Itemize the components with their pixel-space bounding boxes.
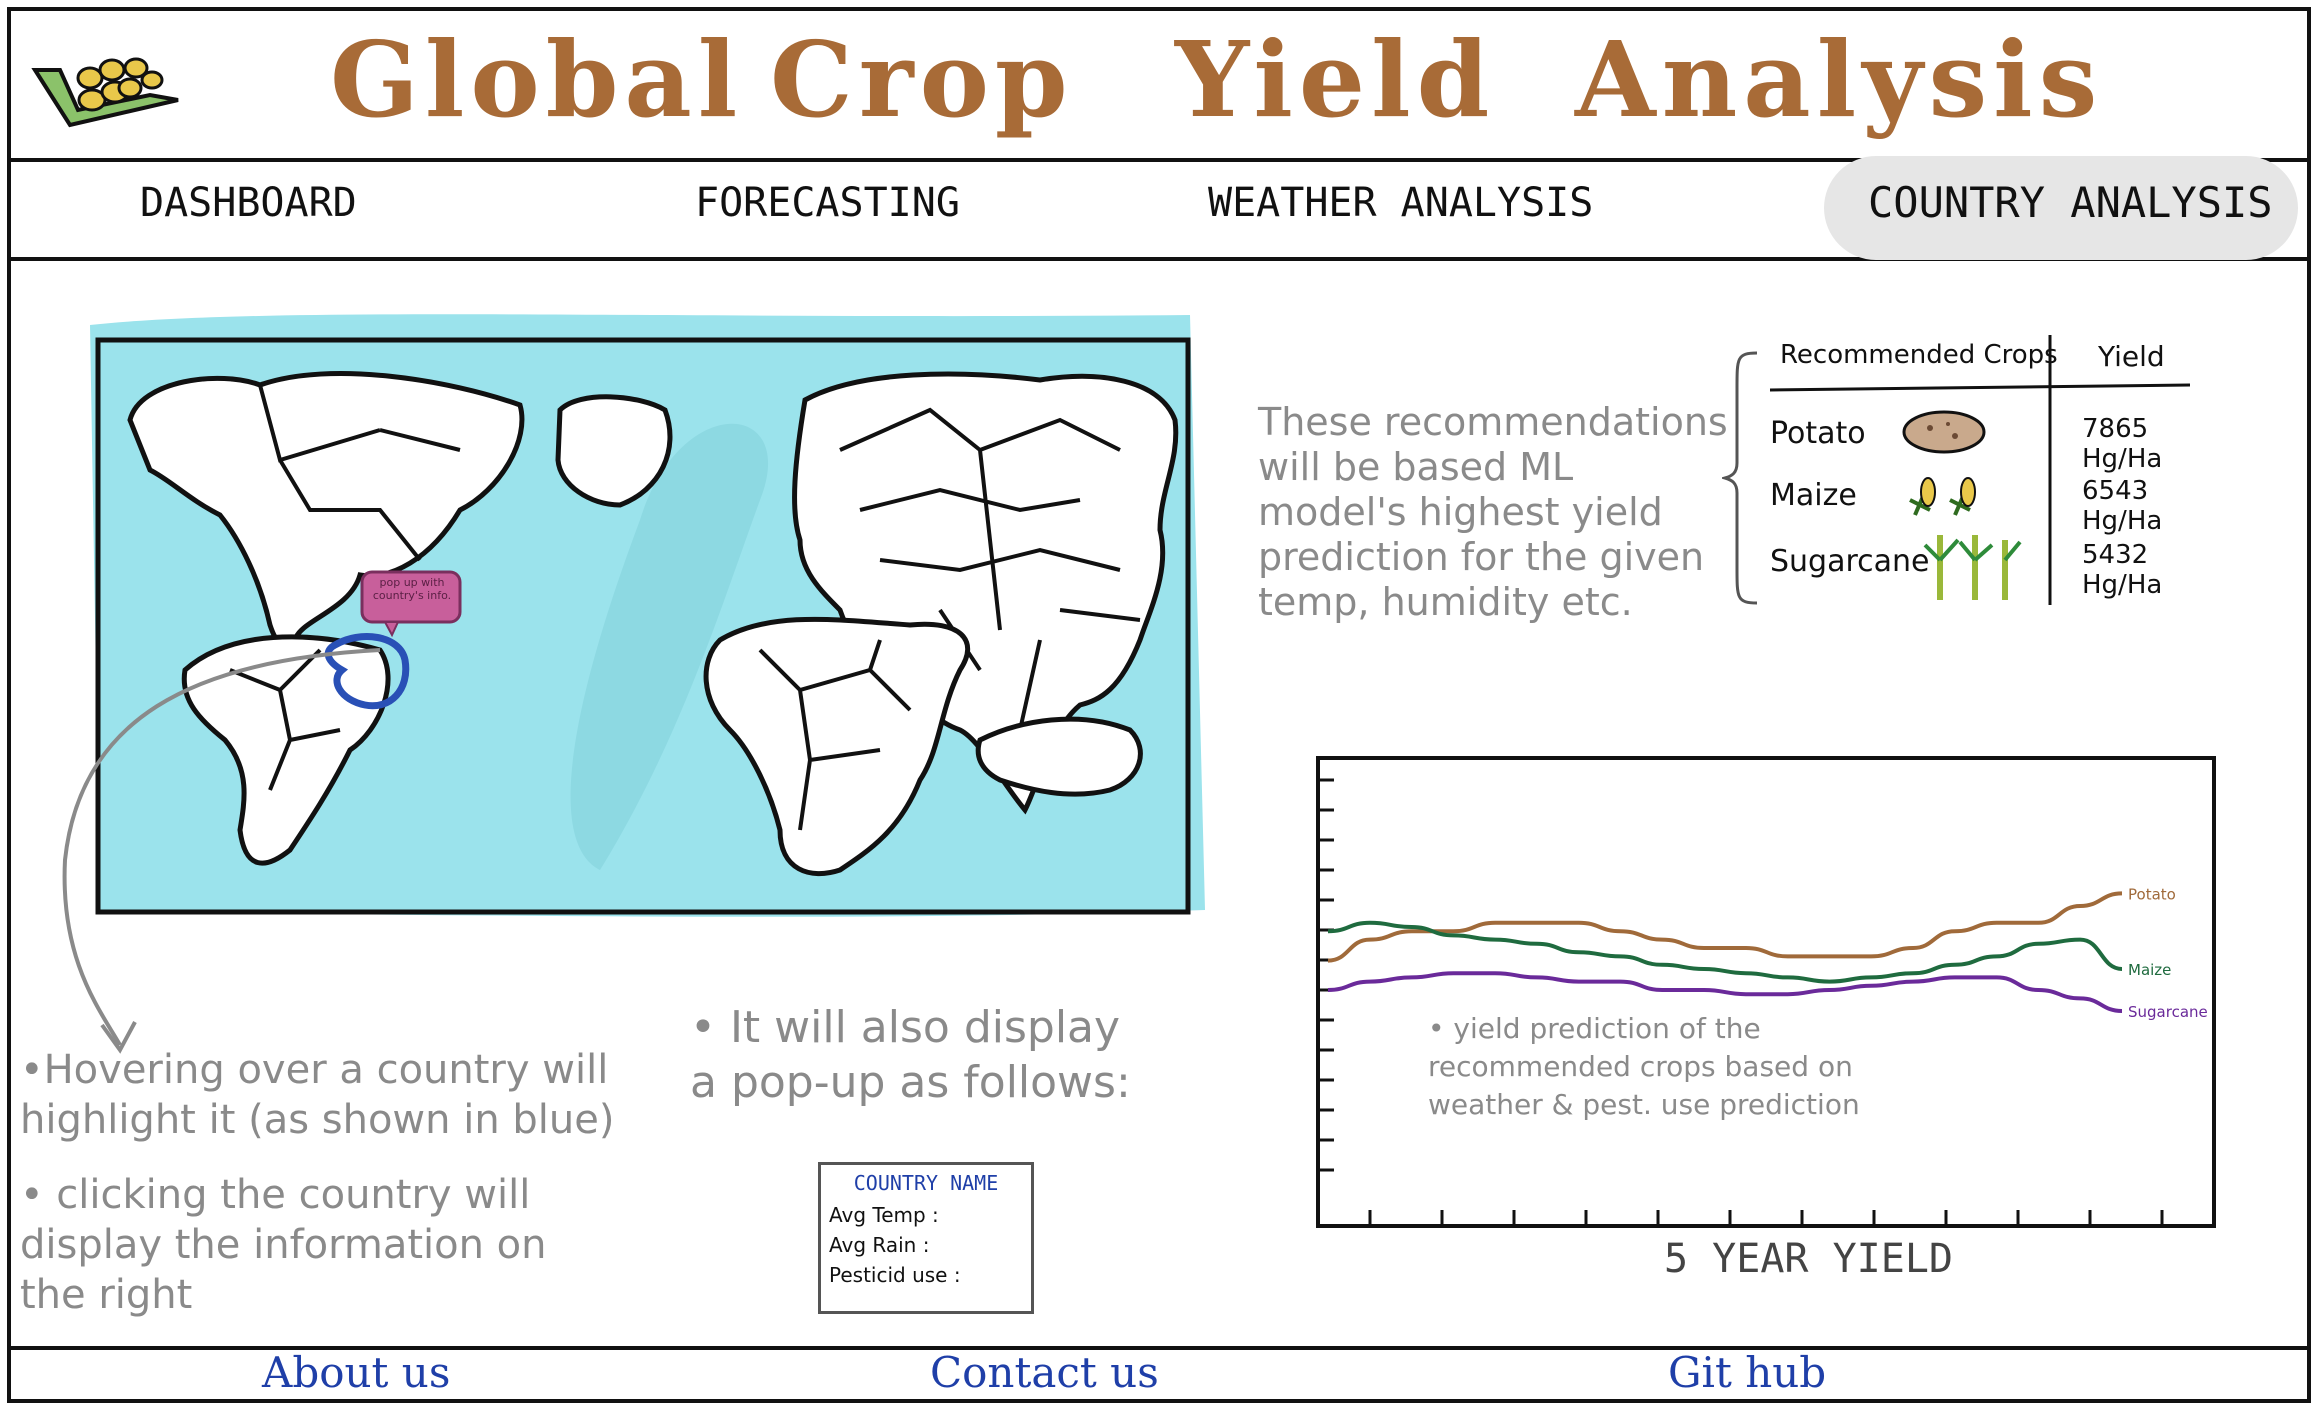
footer-contact-us[interactable]: Contact us [930, 1348, 1159, 1397]
ocean-current-shading [570, 423, 769, 870]
crop-yield: 6543 Hg/Ha [2082, 476, 2163, 536]
maize-icon [1909, 477, 1976, 516]
title-word-crop: Crop [770, 18, 1074, 141]
land-oceania[interactable] [975, 716, 1143, 797]
title-word-yield: Yield [1175, 18, 1496, 141]
header-divider [7, 158, 2311, 162]
series-label-potato: Potato [2128, 885, 2176, 903]
table-header-yield: Yield [2098, 340, 2165, 373]
series-line-potato [1327, 891, 2123, 963]
sugarcane-icon [1923, 535, 2022, 600]
title-word-global: Global [330, 18, 744, 141]
crop-row-maize: Maize 6543 Hg/Ha [1770, 470, 2200, 536]
africa-borders [758, 639, 912, 831]
footer-github[interactable]: Git hub [1668, 1348, 1827, 1397]
series-label-maize: Maize [2128, 961, 2171, 979]
series-label-sugarcane: Sugarcane [2128, 1003, 2208, 1021]
note-click: • clicking the country will display the … [20, 1172, 547, 1318]
recommended-crops-table: Recommended Crops Yield Potato 7865 Hg/H… [1760, 330, 2200, 610]
popup-pesticide: Pesticid use : [829, 1263, 961, 1287]
highlighted-country[interactable] [324, 633, 410, 710]
page-frame [7, 7, 2311, 1403]
crop-yield: 5432 Hg/Ha [2082, 540, 2163, 600]
footer-about-us[interactable]: About us [262, 1348, 451, 1397]
popup-avg-temp: Avg Temp : [829, 1203, 939, 1227]
chart-x-label: 5 YEAR YIELD [1664, 1236, 1953, 1282]
popup-bubble-text: pop up with country's info. [372, 576, 452, 602]
world-map[interactable]: pop up with country's info. [80, 310, 1210, 920]
nav-weather-analysis[interactable]: WEATHER ANALYSIS [1208, 180, 1594, 226]
nav-dashboard[interactable]: DASHBOARD [140, 180, 357, 226]
land-africa[interactable] [703, 616, 971, 877]
nav-divider [7, 257, 2311, 261]
annotation-arrow [62, 648, 381, 1054]
app-logo [30, 30, 180, 140]
nav-forecasting[interactable]: FORECASTING [695, 180, 960, 226]
nav-country-analysis[interactable]: COUNTRY ANALYSIS [1868, 178, 2273, 227]
crop-row-sugarcane: Sugarcane 5432 Hg/Ha [1770, 530, 2200, 600]
crop-name: Sugarcane [1770, 544, 1930, 579]
crop-name: Potato [1770, 416, 1866, 451]
eurasia-borders [839, 407, 1141, 731]
crop-yield: 7865 Hg/Ha [2082, 414, 2163, 474]
crop-row-potato: Potato 7865 Hg/Ha [1770, 408, 2200, 474]
country-popup-example: COUNTRY NAME Avg Temp : Avg Rain : Pesti… [818, 1162, 1034, 1314]
series-line-sugarcane [1327, 971, 2123, 1013]
chart-note: • yield prediction of the recommended cr… [1428, 1012, 1860, 1121]
popup-title: COUNTRY NAME [853, 1171, 999, 1195]
series-line-maize [1327, 920, 2123, 984]
note-recommendation: These recommendations will be based ML m… [1258, 400, 1728, 624]
note-hover: •Hovering over a country will highlight … [20, 1047, 615, 1143]
north-america-borders [258, 384, 461, 562]
potato-icon [1902, 410, 1986, 454]
brace [1722, 351, 1758, 605]
table-lines [1769, 335, 2191, 605]
title-word-analysis: Analysis [1575, 18, 2104, 141]
yield-chart-plot: Potato Maize Sugarcane [1320, 778, 2208, 1224]
popup-avg-rain: Avg Rain : [829, 1233, 930, 1257]
table-header-crops: Recommended Crops [1780, 340, 2058, 370]
hover-popup-bubble [360, 570, 462, 638]
yield-chart: Potato Maize Sugarcane [1316, 756, 2216, 1228]
nav-active-pill [1824, 156, 2298, 260]
land-greenland[interactable] [555, 394, 673, 508]
crop-logo-icon [31, 57, 179, 128]
note-popup-intro: • It will also display a pop-up as follo… [690, 1002, 1131, 1108]
crop-name: Maize [1770, 478, 1857, 513]
footer-divider [7, 1346, 2311, 1350]
